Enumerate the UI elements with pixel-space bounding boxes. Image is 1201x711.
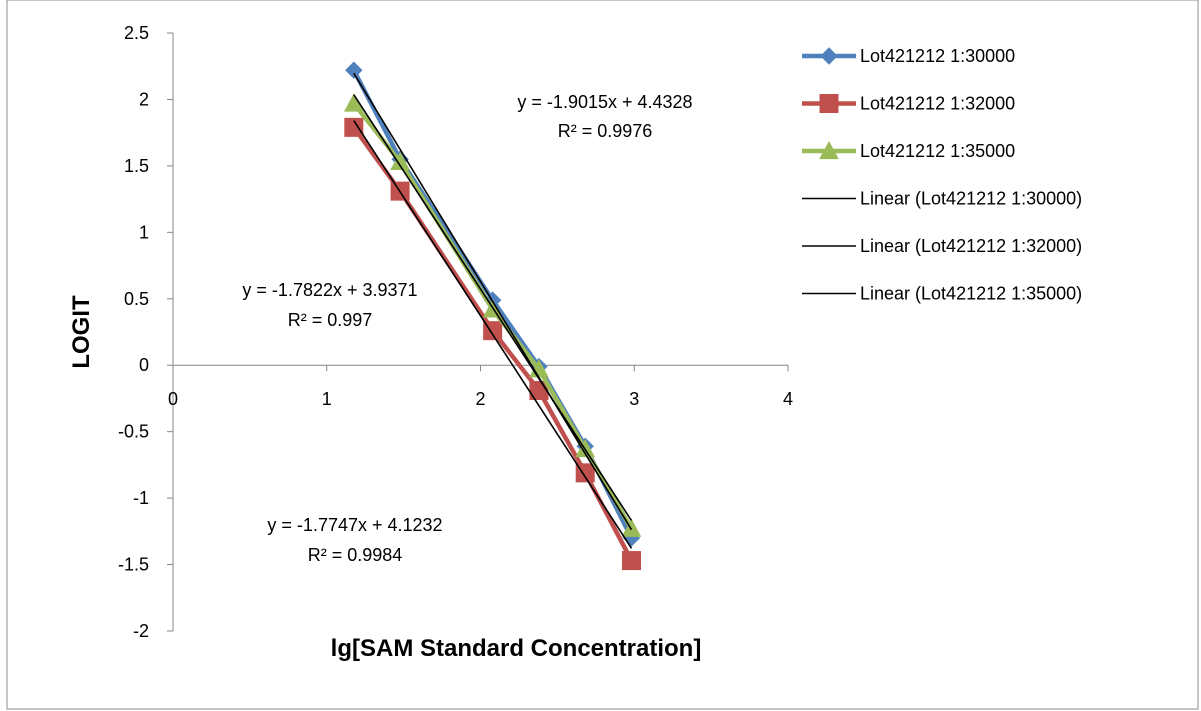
legend-label: Lot421212 1:30000 xyxy=(860,46,1015,66)
y-tick-label: -0.5 xyxy=(118,422,149,442)
y-tick-label: 2.5 xyxy=(124,23,149,43)
legend-item-1: Lot421212 1:30000 xyxy=(802,46,1015,66)
y-tick-label: -1 xyxy=(133,488,149,508)
x-tick-label: 3 xyxy=(629,389,639,409)
y-tick-label: 2 xyxy=(139,89,149,109)
chart-frame xyxy=(6,0,1199,710)
y-tick-label: 1 xyxy=(139,222,149,242)
trend-equation-2: y = -1.7822x + 3.9371 xyxy=(242,280,417,300)
trend-r2-2: R² = 0.997 xyxy=(288,310,373,330)
legend-label: Linear (Lot421212 1:30000) xyxy=(860,189,1082,209)
legend-label: Linear (Lot421212 1:32000) xyxy=(860,236,1082,256)
y-tick-label: 1.5 xyxy=(124,156,149,176)
legend-item-3: Lot421212 1:35000 xyxy=(802,140,1015,161)
data-point xyxy=(575,463,595,483)
y-tick-label: -2 xyxy=(133,621,149,641)
y-tick-label: 0.5 xyxy=(124,289,149,309)
legend-item-4: Linear (Lot421212 1:30000) xyxy=(802,189,1082,209)
legend-swatch-marker xyxy=(819,94,839,113)
trendline-2 xyxy=(353,120,633,549)
trend-equation-3: y = -1.7747x + 4.1232 xyxy=(267,515,442,535)
x-axis-title: lg[SAM Standard Concentration] xyxy=(331,635,702,662)
trendline-group xyxy=(353,72,633,549)
x-tick-label: 4 xyxy=(783,389,793,409)
legend: Lot421212 1:30000 Lot421212 1:32000 Lot421… xyxy=(802,46,1082,304)
legend-item-6: Linear (Lot421212 1:35000) xyxy=(802,284,1082,304)
x-tick-label: 2 xyxy=(475,389,485,409)
legend-item-2: Lot421212 1:32000 xyxy=(802,94,1015,114)
y-tick-label: -1.5 xyxy=(118,555,149,575)
data-point xyxy=(621,551,641,571)
x-tick-label: 0 xyxy=(168,389,178,409)
legend-label: Lot421212 1:32000 xyxy=(860,94,1015,114)
data-point xyxy=(621,518,642,537)
legend-label: Lot421212 1:35000 xyxy=(860,141,1015,161)
trendline-3 xyxy=(353,94,633,522)
legend-item-5: Linear (Lot421212 1:32000) xyxy=(802,236,1082,256)
data-point xyxy=(345,61,363,79)
data-point xyxy=(390,151,410,171)
y-axis-title: LOGIT xyxy=(68,295,95,369)
trend-r2-1: R² = 0.9976 xyxy=(558,121,653,141)
trend-r2-3: R² = 0.9984 xyxy=(308,545,403,565)
legend-swatch-marker xyxy=(820,47,838,65)
data-point xyxy=(344,117,364,137)
trend-equation-1: y = -1.9015x + 4.4328 xyxy=(517,92,692,112)
trendline-1 xyxy=(353,72,633,531)
legend-label: Linear (Lot421212 1:35000) xyxy=(860,284,1082,304)
x-tick-label: 1 xyxy=(322,389,332,409)
legend-swatch-marker xyxy=(819,140,839,160)
axes: 2.5 2 1.5 1 0.5 0 -0.5 -1 -1.5 -2 0 1 2 3 4 xyxy=(118,23,793,641)
y-tick-label: 0 xyxy=(139,355,149,375)
